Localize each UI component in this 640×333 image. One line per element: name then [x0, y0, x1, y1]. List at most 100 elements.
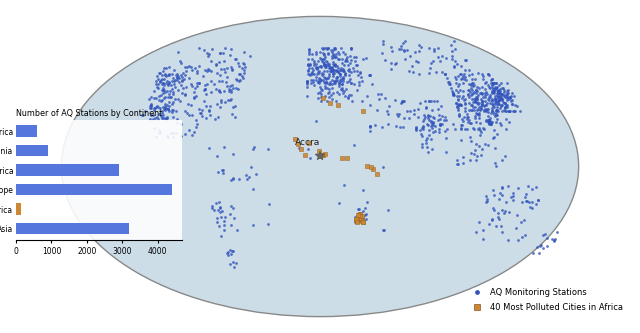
Point — [328, 51, 338, 56]
Point — [165, 94, 175, 100]
Point — [345, 53, 355, 59]
Point — [349, 81, 359, 87]
Point — [418, 125, 428, 130]
Point — [308, 59, 319, 64]
Point — [499, 108, 509, 113]
Point — [397, 99, 407, 104]
Point — [332, 79, 342, 84]
Point — [440, 71, 450, 77]
Point — [495, 90, 506, 96]
Point — [456, 137, 467, 142]
Text: Accra: Accra — [295, 138, 321, 147]
Point — [329, 67, 339, 73]
Point — [330, 54, 340, 60]
Point — [490, 96, 500, 101]
Point — [155, 130, 165, 135]
Point — [441, 149, 451, 154]
Point — [541, 243, 552, 248]
Point — [324, 65, 335, 70]
Point — [466, 93, 476, 98]
Point — [492, 93, 502, 98]
Point — [351, 216, 361, 222]
Point — [354, 217, 364, 222]
Point — [325, 69, 335, 74]
Point — [180, 132, 190, 137]
Point — [327, 66, 337, 72]
Point — [230, 115, 240, 120]
Point — [188, 84, 198, 89]
Point — [454, 113, 464, 119]
Point — [337, 56, 348, 62]
Point — [151, 78, 161, 84]
Point — [511, 225, 521, 230]
Point — [335, 72, 345, 77]
Point — [163, 82, 173, 88]
Point — [205, 104, 215, 109]
Point — [307, 70, 317, 75]
Point — [508, 193, 518, 198]
Point — [421, 105, 431, 110]
Point — [470, 104, 480, 110]
Point — [345, 60, 355, 66]
Point — [415, 131, 426, 137]
Point — [502, 90, 513, 96]
Point — [335, 74, 346, 79]
Point — [227, 68, 237, 73]
Point — [176, 121, 186, 126]
Point — [448, 92, 458, 97]
Point — [492, 90, 502, 96]
Point — [413, 59, 424, 65]
Point — [502, 93, 513, 98]
Point — [308, 79, 318, 85]
Point — [163, 94, 173, 99]
Point — [378, 41, 388, 46]
Point — [157, 85, 168, 91]
Point — [354, 79, 364, 84]
Point — [467, 76, 477, 81]
Point — [355, 207, 365, 212]
Point — [429, 47, 439, 52]
Point — [358, 220, 369, 225]
Point — [226, 252, 236, 257]
Point — [200, 87, 210, 92]
Point — [191, 125, 201, 130]
Point — [542, 235, 552, 240]
Point — [339, 68, 349, 73]
Point — [494, 196, 504, 201]
Point — [493, 99, 503, 104]
Point — [329, 70, 339, 75]
Point — [458, 93, 468, 98]
Point — [358, 219, 368, 224]
Point — [351, 216, 361, 221]
Point — [386, 60, 396, 65]
Point — [468, 90, 479, 96]
Point — [422, 122, 432, 127]
Point — [238, 60, 248, 66]
Point — [476, 90, 486, 95]
Point — [316, 59, 326, 64]
Point — [493, 89, 504, 94]
Point — [485, 85, 495, 90]
Point — [330, 62, 340, 67]
Point — [486, 80, 497, 86]
Point — [458, 114, 468, 120]
Point — [338, 50, 348, 55]
Point — [361, 55, 371, 60]
Point — [440, 71, 450, 77]
Point — [357, 79, 367, 84]
Point — [151, 104, 161, 109]
Point — [157, 91, 168, 96]
Point — [218, 170, 228, 175]
Point — [466, 139, 476, 144]
Point — [196, 110, 207, 116]
Point — [456, 95, 467, 101]
Point — [394, 112, 404, 117]
Point — [246, 165, 256, 170]
Point — [303, 141, 314, 146]
Point — [158, 112, 168, 118]
Point — [167, 108, 177, 113]
Point — [473, 107, 483, 112]
Point — [488, 89, 498, 94]
Point — [484, 118, 495, 124]
Point — [232, 60, 243, 66]
